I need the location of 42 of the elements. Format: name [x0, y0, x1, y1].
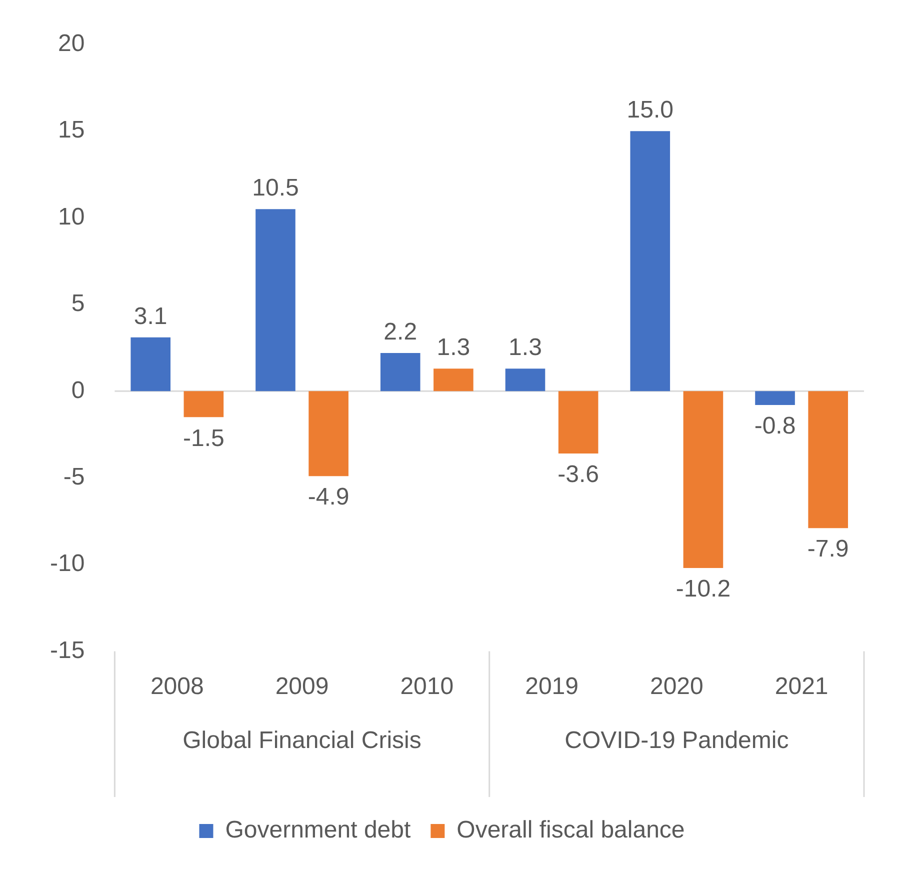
data-label: 3.1 — [134, 303, 168, 330]
text: COVID-19 Pandemic — [564, 726, 789, 754]
bar — [434, 368, 474, 392]
data-label: 2.2 — [384, 318, 418, 346]
data-label: 1.3 — [436, 334, 470, 362]
y-tick-label: 10 — [58, 203, 85, 230]
x-tick-label: 2008 — [150, 673, 204, 700]
y-tick-label: 15 — [58, 116, 85, 144]
bar — [683, 391, 724, 568]
legend-label: Government debt — [225, 816, 411, 844]
y-tick-label: -15 — [50, 636, 85, 664]
y-tick-label: 20 — [58, 30, 85, 58]
x-tick-label: 2010 — [400, 673, 454, 700]
bar — [308, 391, 348, 476]
x-tick-label: 2019 — [525, 673, 578, 700]
bar — [755, 391, 795, 406]
bar — [256, 209, 296, 392]
x-tick-label: 2021 — [774, 673, 828, 700]
data-label: -1.5 — [182, 424, 224, 452]
bar — [130, 337, 170, 392]
data-label: 1.3 — [508, 334, 542, 362]
y-tick-label: 0 — [71, 376, 85, 404]
y-tick-label: 5 — [71, 290, 85, 318]
x-tick-label: 2020 — [650, 673, 704, 700]
data-label: -0.8 — [754, 412, 796, 440]
data-label: -4.9 — [308, 484, 350, 511]
bar — [808, 391, 848, 528]
legend-label: Overall fiscal balance — [456, 816, 685, 844]
data-label: 15.0 — [626, 96, 674, 124]
bar — [184, 391, 224, 418]
x-tick-label: 2009 — [275, 673, 329, 700]
y-tick-label: -10 — [50, 550, 85, 578]
bar — [630, 131, 670, 392]
bar — [505, 368, 546, 392]
data-label: 10.5 — [252, 174, 299, 202]
data-label: -10.2 — [676, 576, 731, 603]
bar — [380, 353, 420, 392]
bar — [558, 391, 598, 454]
data-label: -3.6 — [558, 461, 600, 488]
y-tick-label: -5 — [63, 463, 85, 490]
text: Global Financial Crisis — [182, 726, 422, 754]
data-label: -7.9 — [807, 536, 849, 563]
